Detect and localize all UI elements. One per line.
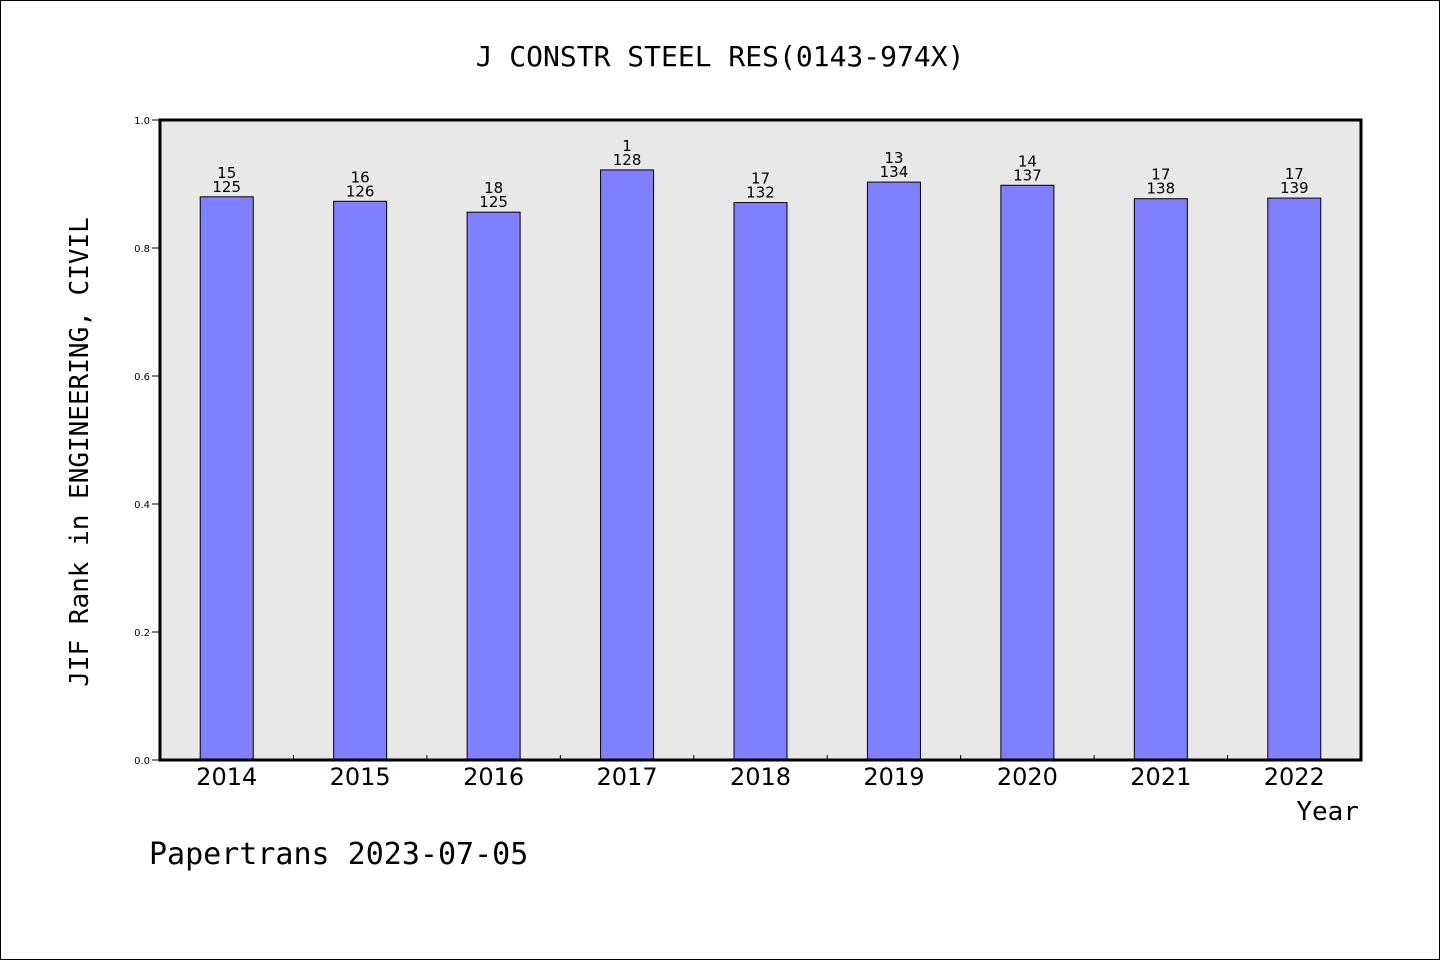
y-tick-label: 0.4 (134, 500, 150, 511)
x-tick-label: 2018 (730, 763, 791, 791)
y-axis: 0.0 0.2 0.4 0.6 0.8 1.0 (134, 116, 160, 767)
bar-rank-label: 17 (1285, 165, 1304, 183)
bar-total-label: 138 (1147, 180, 1176, 198)
bar-total-label: 126 (346, 182, 375, 200)
bar-rank-label: 1 (622, 137, 632, 155)
y-tick-label: 1.0 (134, 116, 150, 127)
bar-rank-label: 15 (217, 164, 236, 182)
bar-2018 (733, 202, 788, 761)
bar-total-label: 139 (1280, 179, 1309, 197)
bar-2019 (866, 181, 921, 761)
bar-rank-label: 13 (884, 149, 903, 167)
bar-total-label: 125 (479, 193, 508, 211)
bar-2014 (199, 196, 254, 761)
bar-rank-label: 17 (1151, 166, 1170, 184)
x-tick-label: 2014 (196, 763, 257, 791)
x-tick-label: 2022 (1264, 763, 1325, 791)
x-tick-label: 2020 (997, 763, 1058, 791)
bar-2021 (1133, 198, 1188, 761)
y-tick-label: 0.2 (134, 628, 150, 639)
bar-total-label: 125 (212, 178, 241, 196)
x-axis: 2014 2015 2016 2017 2018 2019 2020 2021 2022 (196, 755, 1325, 791)
bar-total-label: 137 (1013, 166, 1042, 184)
bar-total-label: 134 (880, 163, 909, 181)
footer-credit: Papertrans 2023-07-05 (149, 837, 528, 872)
x-tick-label: 2021 (1130, 763, 1191, 791)
bar-2020 (1000, 184, 1055, 761)
x-tick-label: 2017 (597, 763, 658, 791)
plot-border (158, 118, 1363, 762)
bar-rank-label: 16 (351, 168, 370, 186)
bar-rank-label: 18 (484, 179, 503, 197)
chart-title: J CONSTR STEEL RES(0143-974X) (476, 40, 965, 73)
bar-total-label: 132 (746, 184, 775, 202)
bar-2015 (333, 200, 388, 761)
bar-2017 (600, 169, 655, 761)
bar-rank-label: 17 (751, 170, 770, 188)
y-axis-label: JIF Rank in ENGINEERING, CIVIL (65, 217, 95, 687)
x-axis-label: Year (1296, 797, 1359, 827)
y-tick-label: 0.6 (134, 372, 150, 383)
y-tick-label: 0.8 (134, 244, 150, 255)
x-tick-label: 2015 (330, 763, 391, 791)
bar-2016 (466, 211, 521, 761)
x-tick-label: 2019 (863, 763, 924, 791)
bar-2022 (1267, 197, 1322, 761)
x-tick-label: 2016 (463, 763, 524, 791)
bar-rank-label: 14 (1018, 152, 1037, 170)
bar-total-label: 128 (613, 151, 642, 169)
y-tick-label: 0.0 (134, 756, 150, 767)
